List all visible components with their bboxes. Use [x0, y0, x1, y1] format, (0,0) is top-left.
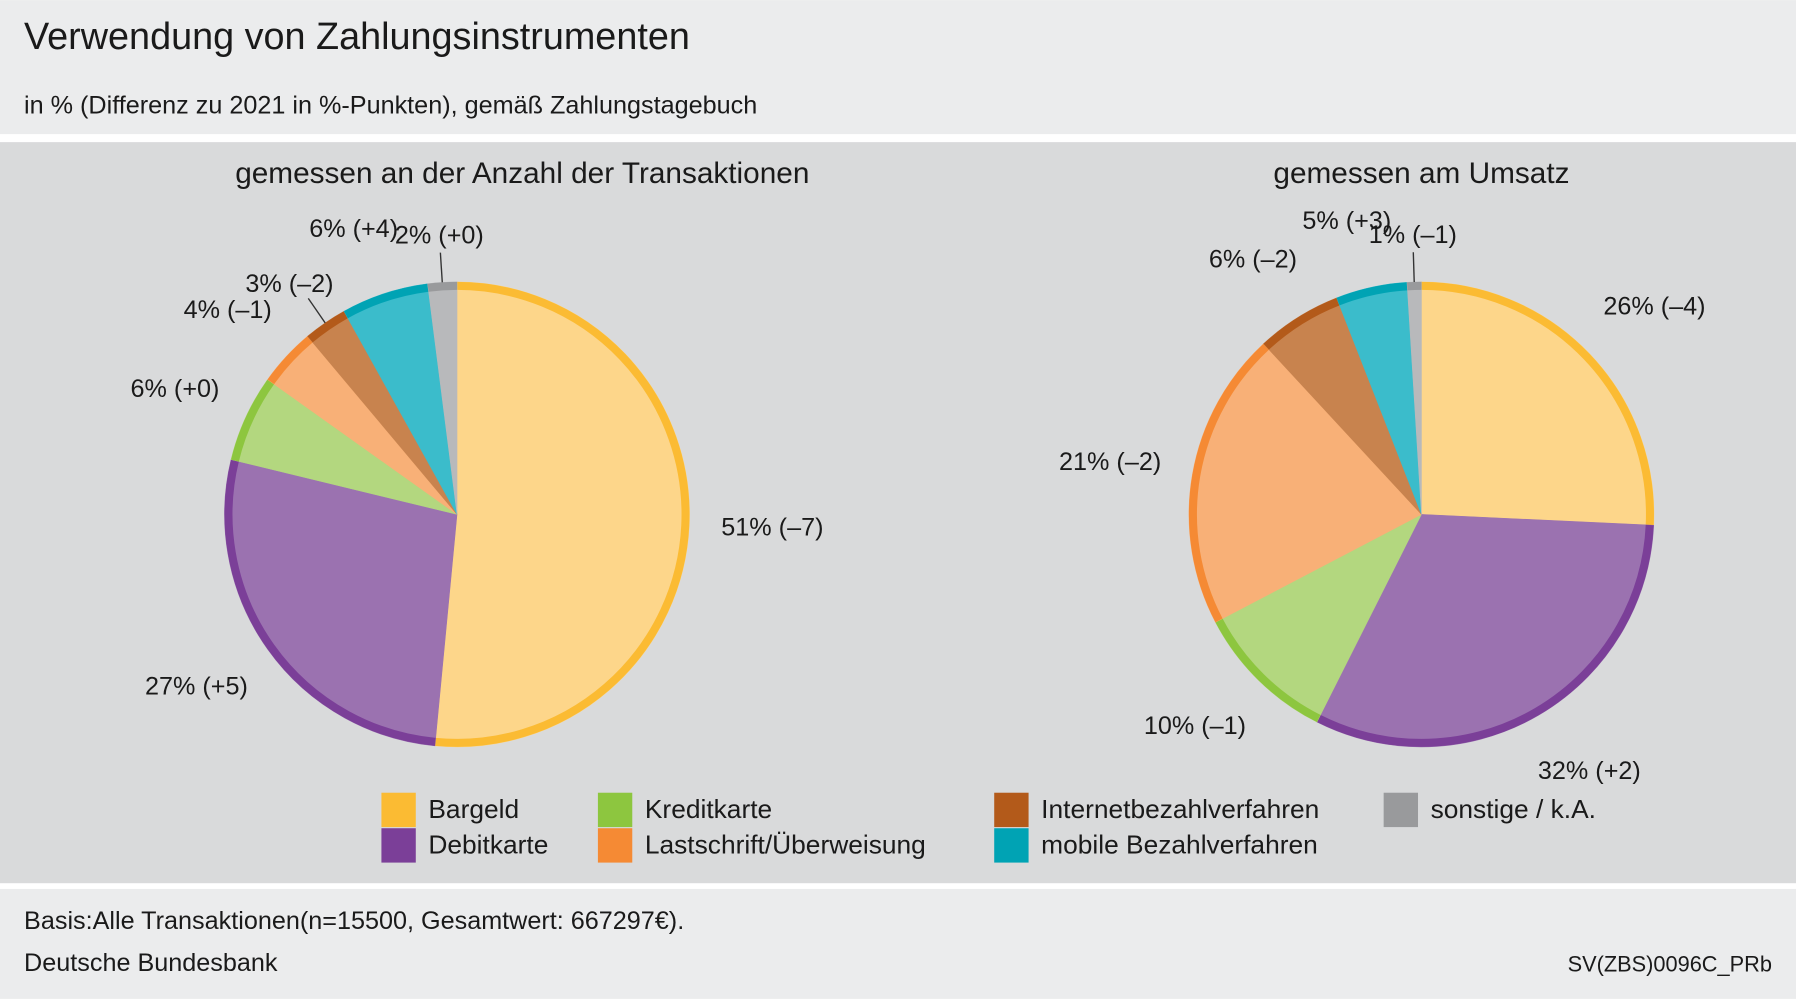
code: SV(ZBS)0096C_PRb: [1568, 951, 1772, 976]
legend-label: Internetbezahlverfahren: [1041, 794, 1319, 824]
legend-swatch: [381, 793, 415, 827]
data-label: 21% (–2): [1059, 448, 1161, 476]
data-label: 51% (–7): [721, 513, 823, 541]
footer-band: [0, 889, 1796, 999]
pie-title: gemessen am Umsatz: [1273, 157, 1569, 190]
data-label: 4% (–1): [184, 296, 272, 324]
data-label: 26% (–4): [1603, 293, 1705, 321]
data-label: 6% (+4): [309, 215, 398, 243]
legend-swatch: [1384, 793, 1418, 827]
data-label: 3% (–2): [245, 270, 333, 298]
data-label: 27% (+5): [145, 672, 248, 700]
chart-title: Verwendung von Zahlungsinstrumenten: [24, 16, 690, 58]
data-label: 6% (–2): [1209, 246, 1297, 274]
data-label: 6% (+0): [131, 375, 220, 403]
data-label: 2% (+0): [395, 221, 484, 249]
data-label: 10% (–1): [1144, 712, 1246, 740]
legend-label: Bargeld: [428, 794, 519, 824]
legend-label: mobile Bezahlverfahren: [1041, 830, 1318, 860]
pie-title: gemessen an der Anzahl der Transaktionen: [235, 157, 809, 190]
legend-label: sonstige / k.A.: [1431, 794, 1596, 824]
legend-swatch: [994, 828, 1028, 862]
data-label: 32% (+2): [1538, 757, 1641, 785]
data-label: 1% (–1): [1369, 221, 1457, 249]
legend-swatch: [598, 828, 632, 862]
subtitle: in % (Differenz zu 2021 in %-Punkten), g…: [24, 91, 757, 119]
source: Deutsche Bundesbank: [24, 949, 278, 977]
legend-swatch: [381, 828, 415, 862]
legend-label: Lastschrift/Überweisung: [645, 830, 926, 860]
legend-label: Kreditkarte: [645, 794, 772, 824]
slice-rim: [428, 286, 457, 288]
legend-swatch: [994, 793, 1028, 827]
legend-label: Debitkarte: [428, 830, 548, 860]
legend-swatch: [598, 793, 632, 827]
footnote: Basis:Alle Transaktionen(n=15500, Gesamt…: [24, 907, 684, 935]
leader-line: [1413, 252, 1414, 282]
